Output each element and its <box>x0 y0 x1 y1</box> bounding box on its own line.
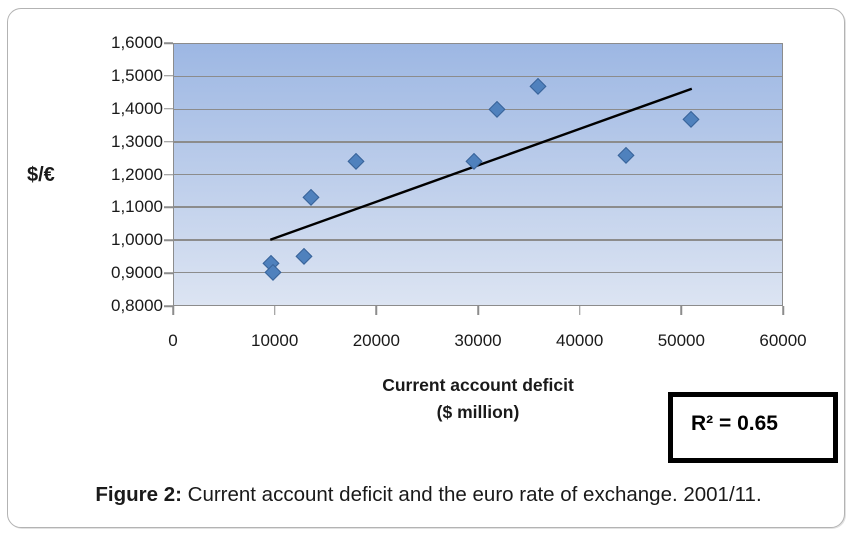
y-axis-tick-labels: 1,6000 1,5000 1,4000 1,3000 1,2000 1,1000 1,00… <box>58 33 163 315</box>
x-axis-tick-marks <box>172 306 784 315</box>
y-axis-label: $/€ <box>27 164 55 186</box>
y-tick-label: 0,8000 <box>111 296 163 315</box>
y-tick-label: 1,4000 <box>111 98 163 118</box>
y-tick-label: 1,5000 <box>111 65 163 85</box>
x-tick-mark <box>375 306 378 315</box>
gridline-y-1.4 <box>174 108 782 110</box>
x-tick-mark <box>578 306 581 315</box>
x-axis-title: Current account deficit ($ million) <box>173 372 783 426</box>
x-tick-mark <box>273 306 276 315</box>
gridline-y-0.9 <box>174 271 782 274</box>
x-tick-label: 60000 <box>759 331 807 350</box>
x-tick-label: 10000 <box>251 331 299 350</box>
x-tick-label: 20000 <box>352 331 400 350</box>
y-tick-mark <box>164 206 173 209</box>
y-tick-label: 1,3000 <box>111 131 163 151</box>
y-tick-label: 1,6000 <box>111 33 163 52</box>
y-axis-tick-marks <box>164 42 173 307</box>
gridline-y-1.1 <box>174 206 782 208</box>
y-tick-label: 1,2000 <box>111 164 163 184</box>
x-tick-label: 40000 <box>556 331 604 350</box>
x-axis-title-line1: Current account deficit <box>382 375 574 395</box>
x-axis-tick-labels: 0 10000 20000 30000 40000 50000 60000 <box>143 331 813 353</box>
x-tick-mark <box>782 306 784 315</box>
x-tick-mark <box>680 306 683 315</box>
x-tick-mark <box>477 306 479 315</box>
gridline-y-1.5 <box>174 75 782 78</box>
trendline <box>269 87 693 241</box>
trendline-layer <box>269 87 693 241</box>
y-tick-mark <box>164 272 173 274</box>
y-tick-mark <box>164 305 173 307</box>
figure-caption-text: Current account deficit and the euro rat… <box>181 483 762 506</box>
y-tick-mark <box>164 239 173 241</box>
y-tick-label: 1,0000 <box>111 230 163 250</box>
x-tick-label: 30000 <box>454 331 502 350</box>
figure-caption: Figure 2: Current account deficit and th… <box>0 483 857 507</box>
x-tick-mark <box>172 306 174 315</box>
figure-caption-number: Figure 2: <box>95 483 182 506</box>
x-tick-label: 0 <box>168 331 178 350</box>
y-tick-mark <box>164 42 173 44</box>
x-tick-label: 50000 <box>657 331 705 350</box>
y-tick-mark <box>164 108 173 110</box>
y-tick-mark <box>164 173 173 176</box>
y-tick-mark <box>164 75 173 77</box>
y-tick-mark <box>164 140 173 143</box>
gridline-y-1.2 <box>174 173 782 176</box>
plot-area <box>173 43 783 306</box>
y-tick-label: 1,1000 <box>111 197 163 217</box>
y-tick-label: 0,9000 <box>111 263 163 283</box>
x-axis-title-line2: ($ million) <box>436 402 520 422</box>
r-squared-label: R² = 0.65 <box>691 411 778 435</box>
gridline-y-1.3 <box>174 141 782 143</box>
gridline-y-1 <box>174 239 782 241</box>
r-squared-box: R² = 0.65 <box>668 392 838 463</box>
